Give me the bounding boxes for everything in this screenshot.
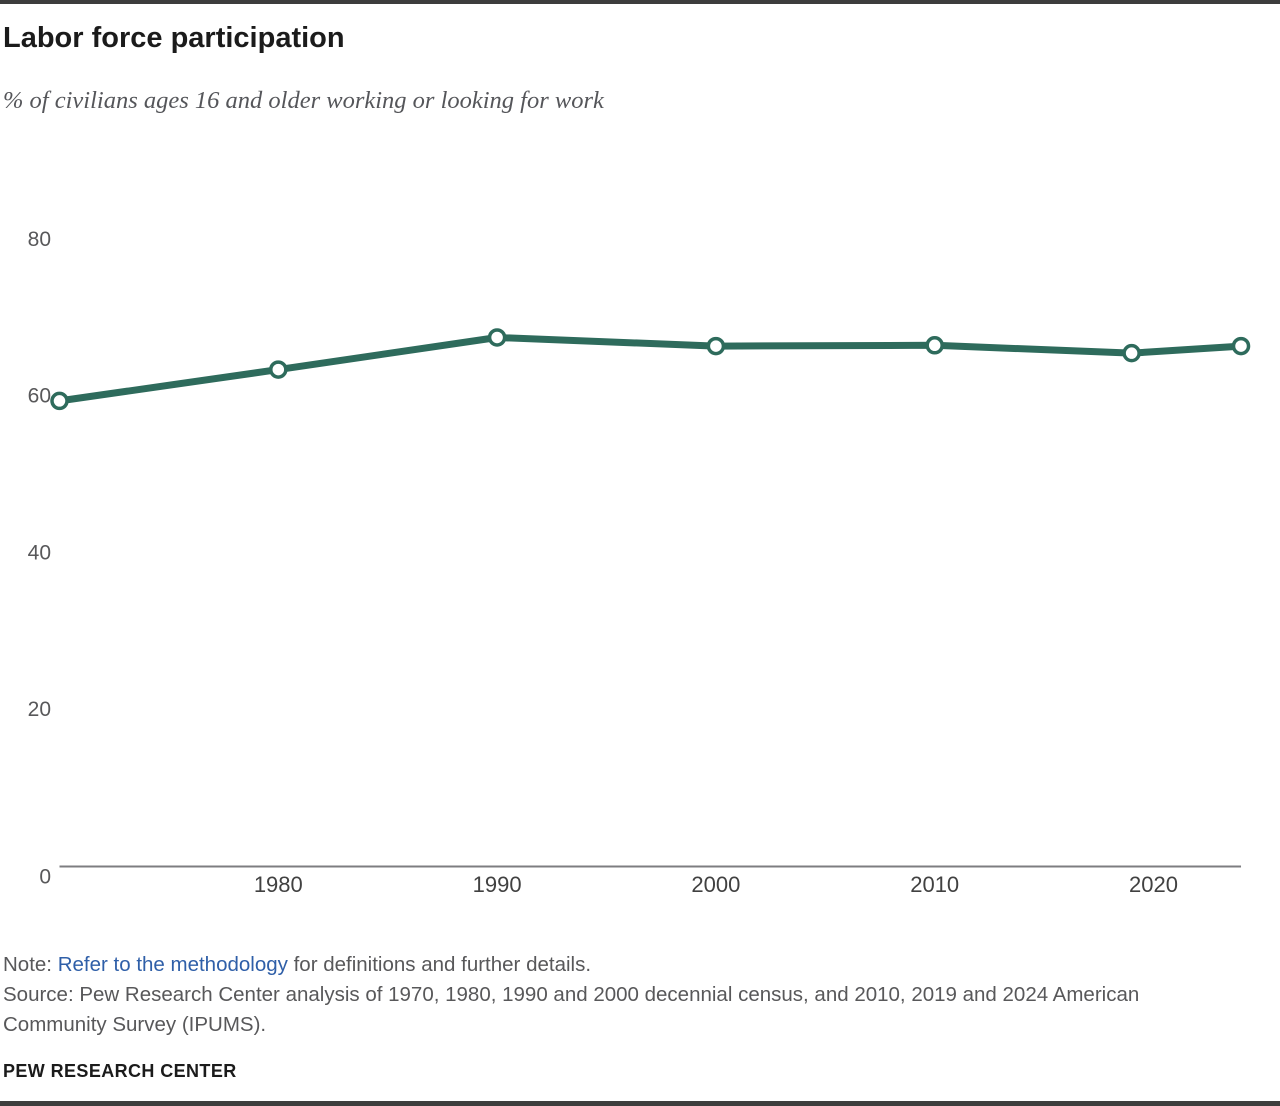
data-point-1970 <box>50 391 69 411</box>
chart-footer: Note: Refer to the methodology for defin… <box>3 950 1243 1082</box>
y-axis-tick-label-80: 80 <box>28 228 51 251</box>
top-rule-bar <box>0 0 1280 4</box>
note-suffix: for definitions and further details. <box>287 953 592 976</box>
x-axis-tick-label-1980: 1980 <box>254 872 303 897</box>
chart-title: Labor force participation <box>3 22 345 54</box>
bottom-rule-bar <box>0 1101 1280 1106</box>
data-point-2019 <box>1122 343 1141 363</box>
source-line: Source: Pew Research Center analysis of … <box>3 983 1140 1036</box>
note-prefix: Note: <box>3 953 58 976</box>
x-axis-tick-label-2020: 2020 <box>1129 872 1178 897</box>
brand-label: PEW RESEARCH CENTER <box>3 1061 237 1081</box>
x-axis-tick-label-2010: 2010 <box>910 872 959 897</box>
trend-line <box>56 333 1245 405</box>
data-point-2024 <box>1231 336 1251 356</box>
y-axis-tick-label-60: 60 <box>28 385 51 408</box>
data-point-2010 <box>925 336 944 355</box>
data-point-1980 <box>269 360 288 379</box>
data-point-2000 <box>706 336 726 356</box>
y-axis-tick-label-20: 20 <box>28 698 51 721</box>
data-point-1990 <box>487 328 507 347</box>
x-axis-tick-label-1990: 1990 <box>473 872 522 897</box>
chart-header: Labor force participation % of civilians… <box>3 22 1273 115</box>
methodology-link[interactable]: Refer to the methodology <box>57 953 288 976</box>
note-line: Note: Refer to the methodology for defin… <box>3 950 1243 980</box>
y-axis-tick-label-0: 0 <box>39 866 51 889</box>
chart-subtitle: % of civilians ages 16 and older working… <box>3 87 604 114</box>
y-axis-tick-label-40: 40 <box>28 541 51 564</box>
x-axis-tick-label-2000: 2000 <box>691 872 740 897</box>
